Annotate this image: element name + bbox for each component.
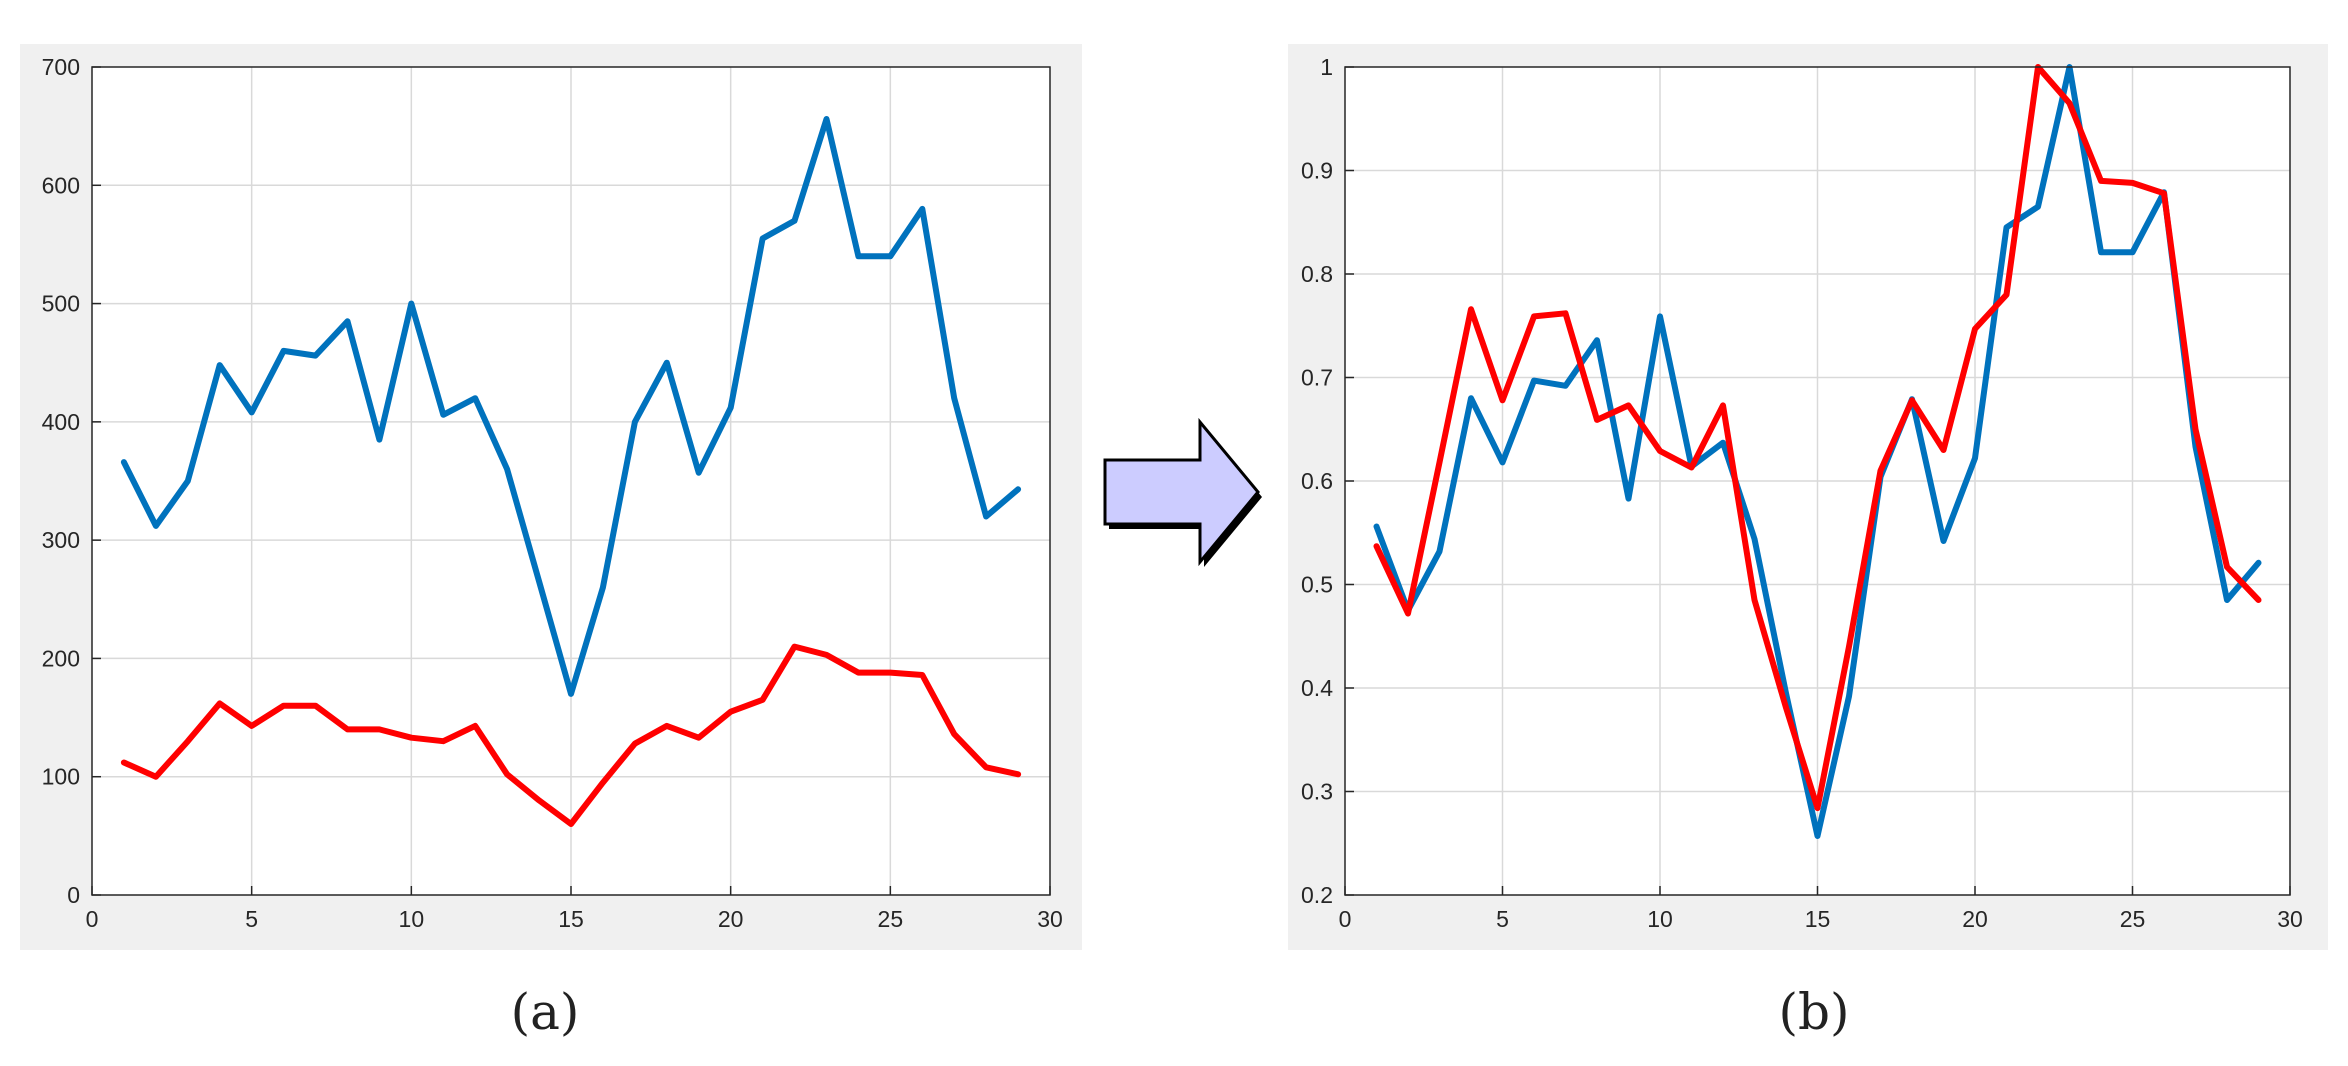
x-tick-label: 5	[1496, 906, 1509, 932]
x-tick-label: 20	[1962, 906, 1988, 932]
y-tick-label: 0.9	[1301, 158, 1333, 184]
y-tick-label: 0.8	[1301, 261, 1333, 287]
y-tick-label: 500	[42, 291, 80, 317]
x-tick-label: 25	[878, 906, 904, 932]
caption-b: (b)	[1778, 983, 1850, 1041]
x-tick-label: 20	[718, 906, 744, 932]
y-tick-label: 0.3	[1301, 779, 1333, 805]
y-tick-label: 0.7	[1301, 365, 1333, 391]
y-tick-label: 0	[67, 882, 80, 908]
y-tick-label: 300	[42, 527, 80, 553]
x-tick-label: 0	[1339, 906, 1352, 932]
series-line-red	[120, 643, 1022, 827]
y-tick-label: 700	[42, 54, 80, 80]
right-arrow-icon	[1103, 417, 1262, 567]
y-tick-label: 600	[42, 172, 80, 198]
y-tick-label: 0.2	[1301, 882, 1333, 908]
series-line-blue	[120, 116, 1022, 697]
x-tick-label: 25	[2120, 906, 2146, 932]
x-tick-label: 10	[1647, 906, 1673, 932]
y-tick-label: 1	[1320, 54, 1333, 80]
x-tick-label: 30	[2277, 906, 2303, 932]
x-tick-label: 5	[245, 906, 258, 932]
y-tick-label: 0.6	[1301, 468, 1333, 494]
y-tick-label: 0.5	[1301, 572, 1333, 598]
x-tick-label: 10	[399, 906, 425, 932]
x-tick-label: 15	[558, 906, 584, 932]
series-line-red	[1373, 64, 2262, 812]
series-line-blue	[1373, 64, 2262, 839]
chart-b: 0 5 10 15 20 25 30 0.2 0.3 0.4 0.5 0.6 0.7 0.8 0.9 1	[1301, 54, 2303, 932]
x-tick-label: 0	[86, 906, 99, 932]
y-tick-label: 200	[42, 645, 80, 671]
x-tick-label: 30	[1037, 906, 1063, 932]
caption-a: (a)	[510, 983, 580, 1041]
y-tick-label: 0.4	[1301, 675, 1333, 701]
x-tick-label: 15	[1805, 906, 1831, 932]
y-tick-label: 400	[42, 409, 80, 435]
y-tick-label: 100	[42, 764, 80, 790]
